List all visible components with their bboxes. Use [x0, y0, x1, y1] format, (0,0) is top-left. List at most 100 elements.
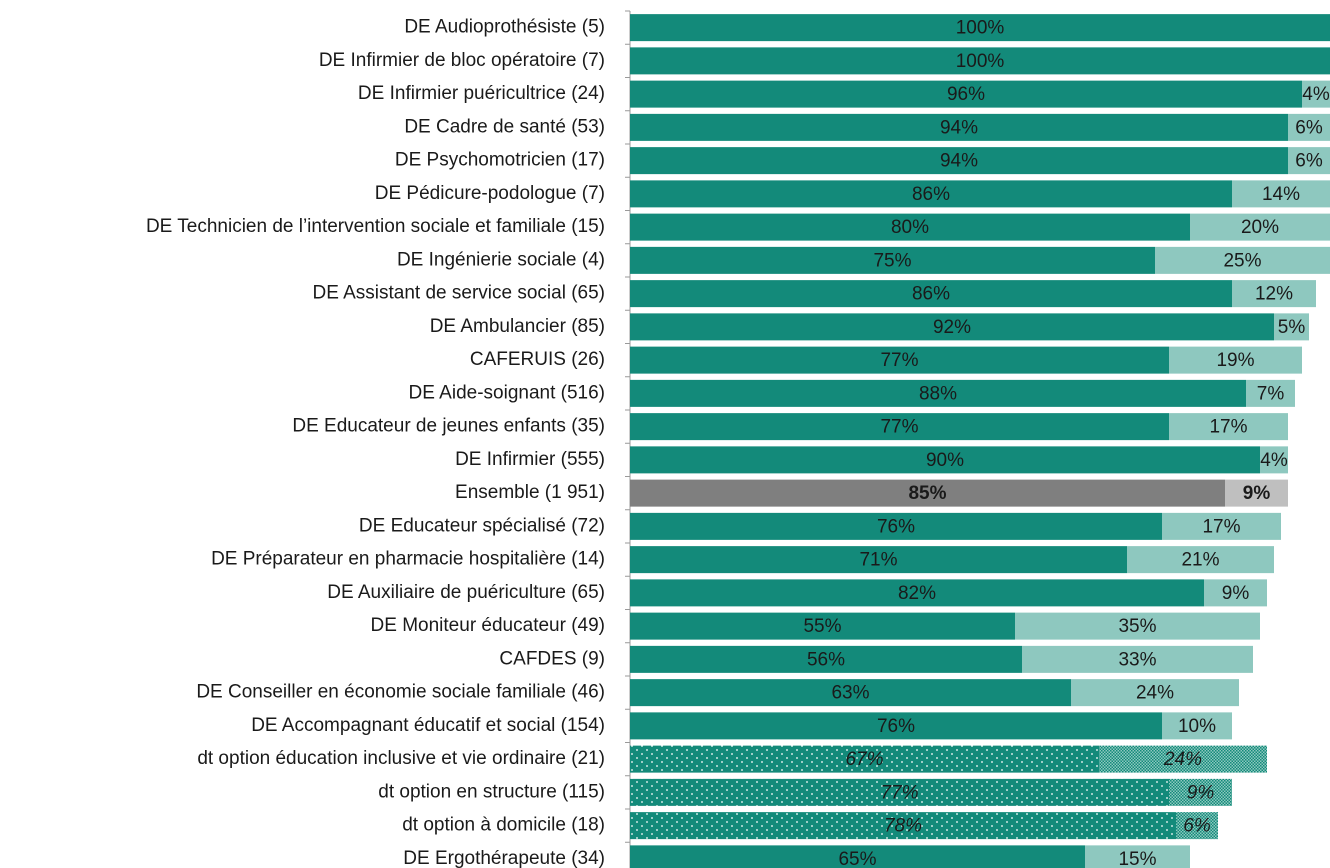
- value-label: 4%: [1260, 450, 1288, 471]
- category-label: dt option en structure (115): [378, 781, 605, 802]
- value-label: 78%: [884, 816, 922, 837]
- bar-segment: [630, 280, 1232, 308]
- value-label: 15%: [1118, 849, 1156, 868]
- value-label: 25%: [1223, 250, 1261, 271]
- value-label: 35%: [1118, 616, 1156, 637]
- bar-segment: [1015, 612, 1260, 640]
- bar-segment: [1085, 845, 1190, 868]
- bar-segment: [630, 413, 1169, 441]
- category-label: DE Pédicure-podologue (7): [375, 183, 605, 204]
- bar-segment: [1176, 812, 1218, 840]
- category-label: DE Cadre de santé (53): [404, 116, 605, 137]
- category-label: DE Ambulancier (85): [430, 316, 605, 337]
- bar-segment: [1190, 213, 1330, 241]
- bar-segment: [630, 446, 1260, 474]
- value-label: 80%: [891, 217, 929, 238]
- value-label: 100%: [956, 51, 1005, 72]
- category-label: DE Préparateur en pharmacie hospitalière…: [211, 549, 605, 570]
- bar-segment: [1127, 546, 1274, 574]
- value-label: 56%: [807, 649, 845, 670]
- value-label: 6%: [1295, 151, 1323, 172]
- value-label: 4%: [1302, 84, 1330, 105]
- category-label: CAFDES (9): [499, 648, 605, 669]
- bar-segment: [630, 379, 1246, 407]
- value-label: 24%: [1163, 749, 1202, 770]
- bar-segment: [1225, 479, 1288, 507]
- bar-segment: [1260, 446, 1288, 474]
- category-label: DE Ingénierie sociale (4): [397, 249, 605, 270]
- value-label: 75%: [873, 250, 911, 271]
- value-label: 6%: [1183, 816, 1211, 837]
- value-label: 19%: [1216, 350, 1254, 371]
- category-label: DE Accompagnant éducatif et social (154): [251, 715, 605, 736]
- value-label: 82%: [898, 583, 936, 604]
- bar-segment: [630, 80, 1302, 108]
- bar-segment: [630, 579, 1204, 607]
- value-label: 9%: [1222, 583, 1250, 604]
- value-label: 65%: [838, 849, 876, 868]
- value-label: 85%: [908, 483, 946, 504]
- category-label: DE Audioprothésiste (5): [404, 17, 605, 38]
- category-label: DE Psychomotricien (17): [395, 150, 605, 171]
- category-label: DE Technicien de l’intervention sociale …: [146, 216, 605, 237]
- category-label: DE Ergothérapeute (34): [403, 848, 605, 868]
- bar-segment: [1022, 645, 1253, 673]
- bar-segment: [1099, 745, 1267, 773]
- bar-segment: [630, 845, 1085, 868]
- value-label: 86%: [912, 284, 950, 305]
- bar-segment: [1232, 180, 1330, 208]
- value-label: 94%: [940, 117, 978, 138]
- bar-segment: [630, 546, 1127, 574]
- bar-segment: [1169, 778, 1232, 806]
- category-label: DE Infirmier (555): [455, 449, 605, 470]
- value-label: 17%: [1202, 516, 1240, 537]
- bar-segment: [1155, 246, 1330, 274]
- bar-segment: [630, 479, 1225, 507]
- bar-segment: [1274, 313, 1309, 341]
- value-label: 71%: [859, 550, 897, 571]
- bar-segment: [1169, 346, 1302, 374]
- bar-segment: [630, 313, 1274, 341]
- bar-segment: [630, 147, 1288, 175]
- value-label: 96%: [947, 84, 985, 105]
- bar-segment: [630, 812, 1176, 840]
- bar-segment: [630, 346, 1169, 374]
- value-label: 67%: [845, 749, 883, 770]
- bar-segment: [630, 645, 1022, 673]
- value-label: 92%: [933, 317, 971, 338]
- category-label: DE Infirmier de bloc opératoire (7): [319, 50, 605, 71]
- category-label: DE Infirmier puéricultrice (24): [358, 83, 605, 104]
- category-label: Ensemble (1 951): [455, 482, 605, 503]
- bar-segment: [1169, 413, 1288, 441]
- value-label: 77%: [880, 417, 918, 438]
- value-label: 63%: [831, 683, 869, 704]
- category-label: dt option éducation inclusive et vie ord…: [197, 748, 605, 769]
- bar-segment: [1288, 113, 1330, 141]
- value-label: 33%: [1118, 649, 1156, 670]
- category-label: dt option à domicile (18): [402, 815, 605, 836]
- bar-segment: [1071, 679, 1239, 707]
- bar-segment: [630, 180, 1232, 208]
- bar-segment: [630, 612, 1015, 640]
- value-label: 10%: [1178, 716, 1216, 737]
- value-label: 76%: [877, 516, 915, 537]
- bar-segment: [630, 512, 1162, 540]
- value-label: 55%: [803, 616, 841, 637]
- category-label: DE Auxiliaire de puériculture (65): [327, 582, 605, 603]
- bar-segment: [1204, 579, 1267, 607]
- value-label: 77%: [880, 350, 918, 371]
- bar-segment: [1162, 712, 1232, 740]
- value-label: 21%: [1181, 550, 1219, 571]
- category-label: DE Assistant de service social (65): [312, 283, 605, 304]
- bar-segment: [630, 778, 1169, 806]
- bar-segment: [1246, 379, 1295, 407]
- bar-segment: [630, 47, 1330, 75]
- value-label: 9%: [1187, 782, 1215, 803]
- bar-segment: [630, 213, 1190, 241]
- value-label: 76%: [877, 716, 915, 737]
- value-label: 100%: [956, 18, 1005, 39]
- value-label: 12%: [1255, 284, 1293, 305]
- value-label: 77%: [880, 782, 918, 803]
- value-label: 7%: [1257, 383, 1285, 404]
